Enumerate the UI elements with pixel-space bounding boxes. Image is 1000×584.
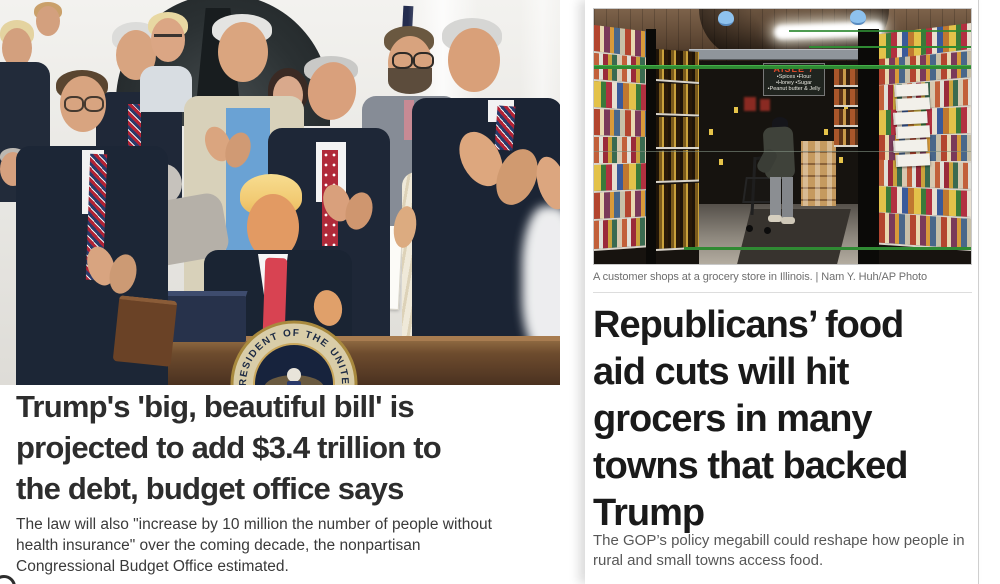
shelf-upright	[646, 29, 656, 264]
left-headline[interactable]: Trump's 'big, beautiful bill' is project…	[16, 389, 442, 506]
back-sign	[744, 97, 756, 111]
eyeglasses	[392, 52, 413, 69]
right-headline[interactable]: Republicans’ food aid cuts will hit groc…	[593, 304, 909, 534]
hanging-paper-pads	[891, 83, 931, 174]
photo-caption: A customer shops at a grocery store in I…	[593, 271, 927, 283]
shopper-leg	[770, 177, 781, 217]
cart-wheel	[746, 225, 753, 232]
shopper-beanie	[772, 117, 788, 129]
right-dek: The GOP’s policy megabill could reshape …	[593, 532, 965, 569]
pink-tie	[404, 100, 414, 140]
shopper-shoe	[768, 215, 782, 222]
jar-shelf	[834, 129, 858, 147]
right-article-card: AISLE 7 •Spices •Flour •Honey •Sugar •Pe…	[585, 0, 978, 584]
striped-tie	[494, 105, 516, 151]
crowd-figure	[218, 22, 268, 82]
green-rail	[789, 30, 971, 32]
jar-shelf	[834, 109, 858, 127]
metal-joist	[689, 49, 939, 60]
aisle-sign-title: AISLE 7	[773, 64, 815, 74]
shelf-products	[594, 109, 646, 139]
price-tag	[709, 129, 713, 135]
gavel-box	[112, 295, 178, 367]
price-tag	[844, 105, 848, 111]
bottle-shelf	[656, 182, 699, 251]
pendant-lamp	[718, 11, 734, 26]
bottle-shelf	[656, 117, 699, 149]
crowd-figure	[151, 18, 185, 62]
shelf-products	[594, 81, 646, 113]
shelf-products	[879, 212, 971, 251]
left-dek: The law will also "increase by 10 millio…	[16, 516, 492, 575]
green-rail	[684, 247, 971, 250]
price-tag	[719, 159, 723, 165]
grocery-store-photo[interactable]: AISLE 7 •Spices •Flour •Honey •Sugar •Pe…	[593, 8, 972, 265]
eyeglasses	[154, 34, 182, 37]
presidential-seal: PRESIDENT OF THE UNITED	[230, 320, 358, 385]
eyeglasses	[84, 96, 104, 112]
shelf-products	[594, 163, 646, 193]
eyeglasses	[64, 96, 84, 112]
price-tag	[734, 107, 738, 113]
trump-face	[247, 194, 299, 260]
cart-wheel	[764, 227, 771, 234]
mid-rail	[594, 151, 971, 152]
left-article: PRESIDENT OF THE UNITED Trump's 'big, be…	[0, 0, 560, 584]
shelf-products	[594, 217, 646, 251]
price-tag	[839, 157, 843, 163]
white-fan-blur	[522, 206, 560, 356]
green-rail	[594, 65, 971, 69]
back-sign	[760, 99, 770, 111]
shopper-shoe	[781, 217, 795, 224]
shopper-leg	[782, 177, 793, 219]
price-tag	[824, 129, 828, 135]
jar-shelf	[834, 89, 858, 107]
shelf-upright	[858, 29, 879, 264]
eyeglasses	[413, 52, 434, 69]
window-edge-line	[978, 0, 979, 584]
bottle-shelf	[656, 83, 699, 117]
green-rail	[809, 46, 971, 48]
crowd-figure	[140, 66, 192, 112]
beard	[388, 68, 432, 94]
crowd-figure	[36, 6, 60, 36]
divider-rule	[593, 292, 972, 293]
trump-bill-signing-photo[interactable]: PRESIDENT OF THE UNITED	[0, 0, 560, 385]
crowd-figure	[2, 28, 32, 68]
crowd-figure	[448, 28, 500, 92]
jar-shelf	[834, 69, 858, 87]
bottle-shelf	[656, 149, 699, 183]
shelf-products	[594, 190, 646, 221]
pendant-lamp	[850, 10, 866, 25]
share-button-partial[interactable]	[0, 575, 16, 584]
